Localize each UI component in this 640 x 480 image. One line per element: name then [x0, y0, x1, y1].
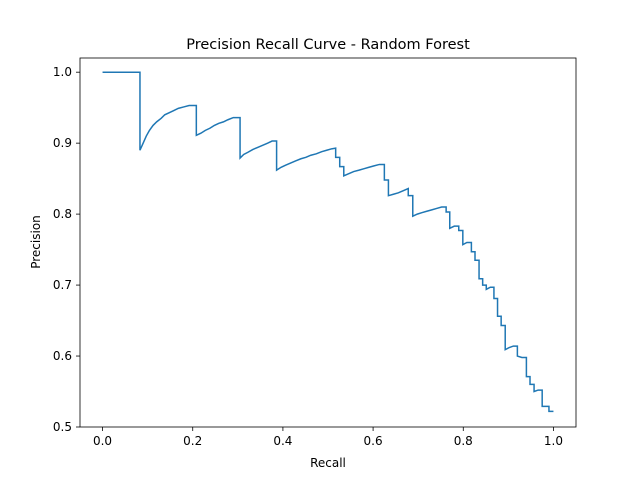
x-axis-label: Recall: [310, 456, 346, 470]
x-tick-label: 0.6: [364, 434, 383, 448]
x-tick-label: 0.8: [454, 434, 473, 448]
y-axis-label: Precision: [29, 215, 43, 269]
y-tick-label: 0.7: [53, 278, 72, 292]
x-tick-label: 0.4: [273, 434, 292, 448]
axes-background: [80, 58, 576, 427]
x-tick-label: 0.0: [93, 434, 112, 448]
x-axis-ticks: 0.0 0.2 0.4 0.6 0.8 1.0: [93, 427, 563, 448]
y-tick-label: 0.6: [53, 349, 72, 363]
y-tick-label: 0.9: [53, 136, 72, 150]
y-axis-ticks: 0.5 0.6 0.7 0.8 0.9 1.0: [53, 65, 80, 434]
x-tick-label: 0.2: [183, 434, 202, 448]
y-tick-label: 0.8: [53, 207, 72, 221]
x-tick-label: 1.0: [544, 434, 563, 448]
chart-title: Precision Recall Curve - Random Forest: [186, 37, 470, 53]
axes-frame: [79, 57, 577, 428]
y-tick-label: 1.0: [53, 65, 72, 79]
y-tick-label: 0.5: [53, 420, 72, 434]
precision-recall-curve: [102, 71, 554, 413]
plot-area: [79, 57, 577, 428]
